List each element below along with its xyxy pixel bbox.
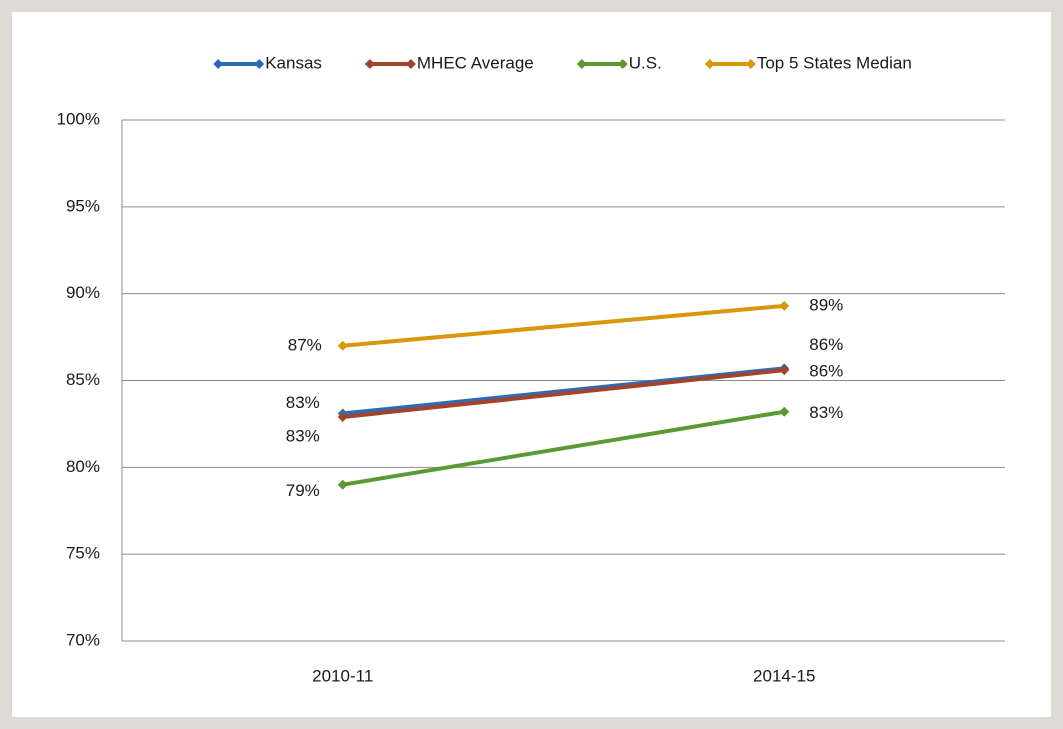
legend-label: Top 5 States Median xyxy=(757,53,912,72)
point-marker xyxy=(337,479,348,490)
legend-marker xyxy=(576,59,628,69)
series-line xyxy=(342,303,785,348)
y-tick-label: 95% xyxy=(66,196,100,215)
legend-marker xyxy=(704,59,756,69)
y-tick-label: 80% xyxy=(66,457,100,476)
point-marker xyxy=(779,365,790,376)
data-label: 83% xyxy=(286,393,320,412)
series-line xyxy=(342,409,785,487)
point-marker xyxy=(337,411,348,422)
legend-label: Kansas xyxy=(265,53,322,72)
y-tick-label: 100% xyxy=(57,109,100,128)
legend-marker xyxy=(364,59,416,69)
series-line xyxy=(342,368,785,419)
data-label: 86% xyxy=(809,362,843,381)
data-label: 87% xyxy=(288,335,322,354)
legend-item: Kansas xyxy=(213,53,322,72)
legend-label: U.S. xyxy=(629,53,662,72)
data-label: 79% xyxy=(286,481,320,500)
point-marker xyxy=(779,406,790,417)
legend-item: Top 5 States Median xyxy=(704,53,912,72)
point-marker xyxy=(337,340,348,351)
point-marker xyxy=(779,300,790,311)
legend-marker xyxy=(213,59,265,69)
data-label: 83% xyxy=(286,426,320,445)
legend: Kansas MHEC Average U.S. Top 5 States Media… xyxy=(213,53,912,72)
chart-panel xyxy=(12,12,1051,717)
y-tick-label: 85% xyxy=(66,370,100,389)
legend-item: MHEC Average xyxy=(364,53,534,72)
series-line xyxy=(342,366,785,416)
x-tick-label: 2010-11 xyxy=(312,666,373,685)
legend-item: U.S. xyxy=(576,53,662,72)
x-tick-label: 2014-15 xyxy=(753,666,815,685)
y-tick-label: 70% xyxy=(66,630,100,649)
data-label: 86% xyxy=(809,335,843,354)
data-label: 83% xyxy=(809,403,843,422)
data-label: 89% xyxy=(809,295,843,314)
y-tick-label: 90% xyxy=(66,283,100,302)
y-tick-label: 75% xyxy=(66,544,100,563)
legend-label: MHEC Average xyxy=(417,53,534,72)
